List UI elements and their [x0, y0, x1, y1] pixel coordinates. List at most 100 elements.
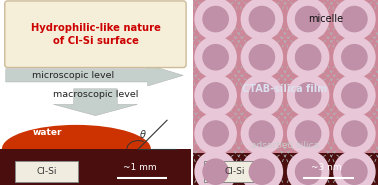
- Circle shape: [211, 90, 221, 101]
- Circle shape: [299, 162, 318, 181]
- Circle shape: [208, 87, 224, 104]
- Circle shape: [261, 171, 263, 172]
- Circle shape: [302, 51, 315, 64]
- Circle shape: [148, 150, 191, 185]
- Circle shape: [354, 56, 355, 58]
- Text: Cl-Si: Cl-Si: [225, 167, 245, 176]
- Circle shape: [251, 9, 272, 29]
- Circle shape: [167, 131, 172, 136]
- Circle shape: [346, 49, 363, 65]
- Circle shape: [166, 15, 173, 23]
- Circle shape: [350, 129, 359, 138]
- Circle shape: [345, 10, 363, 28]
- Circle shape: [211, 166, 221, 177]
- Circle shape: [158, 8, 180, 30]
- Circle shape: [349, 90, 360, 101]
- Circle shape: [208, 49, 224, 65]
- Circle shape: [298, 85, 319, 106]
- Circle shape: [214, 131, 218, 136]
- Circle shape: [261, 95, 263, 96]
- Circle shape: [299, 86, 318, 105]
- Circle shape: [161, 10, 178, 28]
- Circle shape: [209, 165, 222, 178]
- Circle shape: [333, 150, 376, 185]
- Circle shape: [260, 170, 263, 173]
- Circle shape: [253, 163, 271, 181]
- Circle shape: [148, 74, 191, 117]
- Circle shape: [162, 12, 177, 26]
- Circle shape: [169, 133, 170, 134]
- Circle shape: [342, 159, 367, 184]
- Circle shape: [209, 127, 222, 140]
- Circle shape: [211, 128, 221, 139]
- Circle shape: [333, 0, 376, 40]
- Circle shape: [156, 158, 183, 185]
- Circle shape: [347, 164, 362, 179]
- Circle shape: [158, 84, 180, 107]
- Circle shape: [251, 122, 273, 145]
- Circle shape: [166, 169, 172, 175]
- Circle shape: [161, 87, 178, 104]
- Circle shape: [166, 54, 172, 60]
- Circle shape: [352, 169, 357, 175]
- Circle shape: [298, 123, 319, 144]
- Circle shape: [302, 90, 314, 101]
- Circle shape: [214, 169, 218, 174]
- Circle shape: [333, 74, 376, 117]
- Circle shape: [241, 0, 283, 40]
- Circle shape: [165, 53, 174, 62]
- Circle shape: [298, 47, 319, 68]
- Circle shape: [347, 50, 362, 65]
- Circle shape: [215, 171, 216, 172]
- Circle shape: [156, 6, 183, 32]
- Circle shape: [346, 164, 363, 180]
- Circle shape: [349, 90, 359, 101]
- Circle shape: [214, 93, 218, 98]
- Circle shape: [214, 55, 218, 59]
- Circle shape: [302, 12, 315, 26]
- Circle shape: [204, 160, 228, 184]
- Circle shape: [254, 125, 270, 142]
- Text: adsorbed silica: adsorbed silica: [251, 141, 319, 150]
- Circle shape: [164, 128, 175, 139]
- Circle shape: [163, 51, 176, 64]
- Circle shape: [302, 166, 314, 178]
- Circle shape: [287, 150, 329, 185]
- Circle shape: [259, 131, 265, 137]
- Circle shape: [348, 89, 361, 102]
- Circle shape: [254, 12, 269, 26]
- Circle shape: [256, 166, 268, 178]
- Circle shape: [307, 95, 309, 96]
- Circle shape: [204, 161, 227, 183]
- Circle shape: [353, 170, 356, 173]
- Circle shape: [307, 132, 310, 135]
- Circle shape: [296, 83, 321, 108]
- Circle shape: [249, 120, 275, 147]
- Circle shape: [341, 158, 368, 185]
- Circle shape: [208, 126, 223, 141]
- Circle shape: [348, 127, 361, 140]
- Circle shape: [302, 127, 315, 140]
- Circle shape: [163, 12, 176, 26]
- Circle shape: [161, 11, 178, 27]
- Circle shape: [299, 9, 318, 29]
- Circle shape: [214, 170, 217, 173]
- Circle shape: [301, 50, 316, 65]
- Circle shape: [204, 84, 228, 107]
- Circle shape: [204, 45, 228, 69]
- Circle shape: [260, 17, 264, 21]
- Circle shape: [341, 44, 368, 70]
- Circle shape: [168, 170, 171, 173]
- Circle shape: [252, 162, 271, 181]
- Circle shape: [254, 49, 270, 65]
- Circle shape: [194, 150, 237, 185]
- Bar: [0, 149, 191, 185]
- Circle shape: [148, 0, 191, 2]
- Circle shape: [352, 131, 356, 136]
- Circle shape: [349, 166, 360, 178]
- Circle shape: [304, 91, 313, 100]
- Circle shape: [215, 133, 216, 134]
- Circle shape: [241, 74, 283, 117]
- Circle shape: [307, 94, 310, 97]
- Circle shape: [163, 128, 175, 139]
